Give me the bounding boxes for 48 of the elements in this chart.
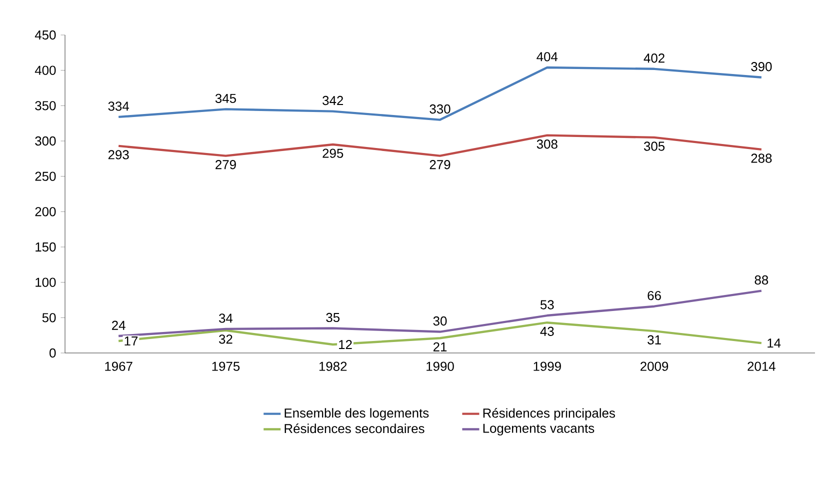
x-tick-label: 1967	[105, 362, 132, 371]
y-tick-label: 50	[42, 313, 56, 322]
legend-label: Logements vacants	[483, 424, 594, 436]
y-tick-label: 200	[35, 207, 56, 216]
data-label: 66	[648, 290, 661, 300]
x-tick-label: 2014	[748, 362, 776, 371]
data-label: 404	[536, 52, 558, 62]
data-label: 30	[433, 316, 447, 326]
data-label: 279	[430, 160, 450, 170]
y-tick-label: 350	[35, 101, 56, 110]
y-tick-label: 250	[35, 172, 56, 181]
y-tick-label: 400	[34, 66, 56, 75]
data-label: 21	[433, 342, 447, 352]
x-tick-label: 1982	[319, 362, 347, 371]
data-label: 12	[339, 340, 352, 350]
x-tick-label: 1975	[212, 362, 240, 371]
data-label: 34	[219, 314, 233, 323]
data-label: 32	[219, 334, 232, 344]
data-label: 14	[768, 338, 781, 348]
data-label: 295	[322, 148, 344, 158]
data-label: 402	[644, 54, 664, 63]
y-tick-label: 450	[34, 30, 56, 40]
data-label: 53	[540, 300, 554, 310]
data-label: 390	[751, 62, 772, 72]
data-label: 308	[536, 140, 558, 149]
y-tick-label: 150	[36, 242, 56, 252]
data-label: 35	[326, 312, 340, 322]
data-label: 293	[108, 150, 129, 160]
legend-label: Ensemble des logements	[284, 408, 429, 420]
data-label: 88	[754, 275, 768, 285]
x-tick-label: 1990	[426, 362, 454, 371]
y-tick-label: 0	[50, 348, 56, 358]
data-label: 305	[644, 142, 665, 151]
y-tick-label: 300	[35, 136, 56, 146]
data-label: 330	[430, 104, 450, 114]
data-label: 279	[216, 160, 236, 170]
data-label: 342	[322, 96, 344, 106]
data-label: 345	[215, 94, 236, 103]
legend-label: Résidences principales	[483, 408, 616, 420]
legend-label: Résidences secondaires	[284, 424, 424, 434]
x-tick-label: 2009	[640, 362, 668, 371]
data-label: 288	[751, 154, 772, 163]
data-label: 31	[648, 335, 661, 344]
data-label: 334	[108, 102, 130, 111]
y-tick-label: 100	[36, 278, 56, 287]
x-tick-label: 1999	[534, 362, 561, 371]
data-label: 43	[540, 326, 554, 336]
data-label: 24	[112, 320, 126, 330]
